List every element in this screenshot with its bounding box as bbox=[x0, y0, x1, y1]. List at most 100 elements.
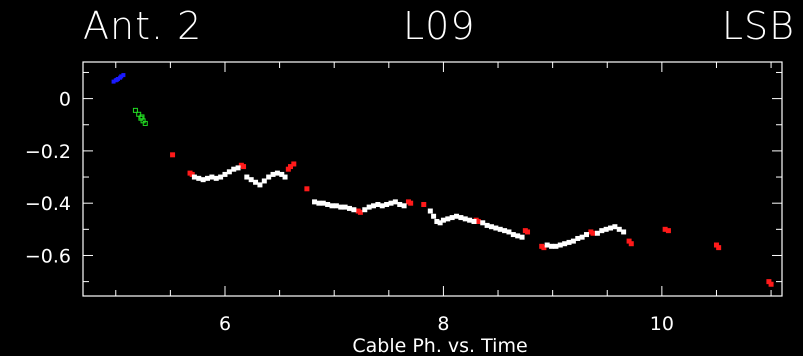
data-point bbox=[170, 152, 176, 158]
pad-title: L09 bbox=[403, 4, 476, 48]
data-point bbox=[132, 107, 138, 113]
data-point bbox=[270, 171, 276, 177]
data-point bbox=[553, 243, 559, 249]
data-point bbox=[475, 218, 481, 224]
data-point bbox=[541, 245, 547, 251]
data-point bbox=[480, 220, 486, 226]
data-point bbox=[191, 174, 197, 180]
data-point bbox=[488, 224, 494, 230]
x-tick-label: 8 bbox=[437, 313, 449, 335]
data-point bbox=[266, 174, 272, 180]
data-point bbox=[139, 114, 145, 120]
data-point bbox=[325, 201, 331, 207]
data-point bbox=[338, 204, 344, 210]
data-points bbox=[111, 73, 774, 287]
data-point bbox=[570, 238, 576, 244]
data-point bbox=[612, 224, 618, 230]
data-point bbox=[713, 242, 719, 248]
data-point bbox=[316, 200, 322, 206]
data-point bbox=[121, 73, 126, 78]
data-point bbox=[467, 217, 473, 223]
data-point bbox=[462, 216, 468, 222]
data-point bbox=[329, 203, 335, 209]
data-point bbox=[766, 279, 772, 285]
data-point bbox=[282, 174, 288, 180]
data-point bbox=[544, 242, 550, 248]
data-point bbox=[274, 170, 280, 176]
x-axis-label: Cable Ph. vs. Time bbox=[352, 335, 527, 356]
data-point bbox=[616, 226, 622, 232]
data-point bbox=[562, 241, 568, 247]
data-point bbox=[342, 204, 348, 210]
antenna-title: Ant. 2 bbox=[83, 4, 203, 48]
data-point bbox=[209, 174, 215, 180]
data-point bbox=[320, 200, 326, 206]
data-point bbox=[608, 225, 614, 231]
data-point bbox=[768, 281, 774, 287]
data-point bbox=[362, 207, 368, 213]
data-point bbox=[458, 215, 464, 221]
data-point bbox=[351, 207, 357, 213]
data-point bbox=[142, 120, 148, 126]
data-point bbox=[200, 177, 206, 183]
data-point bbox=[333, 203, 339, 209]
data-point bbox=[579, 234, 585, 240]
y-tick-label: −0.2 bbox=[25, 141, 71, 163]
data-point bbox=[497, 226, 503, 232]
y-tick-label: −0.4 bbox=[25, 193, 71, 215]
data-point bbox=[401, 203, 407, 209]
data-point bbox=[222, 171, 228, 177]
data-point bbox=[525, 229, 531, 235]
data-point bbox=[397, 201, 403, 207]
data-point bbox=[312, 199, 318, 205]
data-point bbox=[626, 238, 632, 244]
y-tick-label: −0.6 bbox=[25, 245, 71, 267]
data-point bbox=[371, 203, 377, 209]
data-point bbox=[454, 213, 460, 219]
data-point bbox=[408, 200, 414, 206]
data-point bbox=[449, 215, 455, 221]
data-point bbox=[662, 226, 668, 232]
data-point bbox=[484, 222, 490, 228]
data-point bbox=[665, 228, 671, 234]
x-tick-label: 10 bbox=[650, 313, 674, 335]
data-point bbox=[111, 79, 116, 84]
data-point bbox=[431, 213, 437, 219]
data-point bbox=[218, 174, 224, 180]
axis-ticks: 6 8 10 0 −0.2 −0.4 −0.6 bbox=[25, 62, 782, 335]
data-point bbox=[427, 208, 433, 214]
data-point bbox=[437, 220, 443, 226]
data-point bbox=[375, 201, 381, 207]
data-point bbox=[575, 235, 581, 241]
data-point bbox=[205, 175, 211, 181]
data-point bbox=[566, 239, 572, 245]
data-point bbox=[196, 175, 202, 181]
data-point bbox=[248, 177, 254, 183]
data-point bbox=[502, 228, 508, 234]
plot-frame bbox=[82, 61, 783, 297]
data-point bbox=[392, 199, 398, 205]
data-point bbox=[253, 179, 259, 185]
data-point bbox=[445, 216, 451, 222]
data-point bbox=[590, 230, 596, 236]
data-point bbox=[261, 178, 267, 184]
data-point bbox=[716, 245, 722, 251]
data-point bbox=[366, 204, 372, 210]
data-point bbox=[594, 230, 600, 236]
data-point bbox=[244, 174, 250, 180]
data-point bbox=[279, 171, 285, 177]
data-point bbox=[603, 226, 609, 232]
data-point bbox=[304, 186, 310, 192]
data-point bbox=[357, 209, 363, 215]
data-point bbox=[557, 242, 563, 248]
data-point bbox=[621, 229, 627, 235]
data-point bbox=[226, 169, 232, 175]
data-point bbox=[519, 234, 525, 240]
data-point bbox=[291, 161, 297, 167]
data-point bbox=[235, 165, 241, 171]
data-point bbox=[515, 233, 521, 239]
data-point bbox=[114, 77, 119, 82]
data-point bbox=[257, 182, 263, 188]
data-point bbox=[628, 241, 634, 247]
